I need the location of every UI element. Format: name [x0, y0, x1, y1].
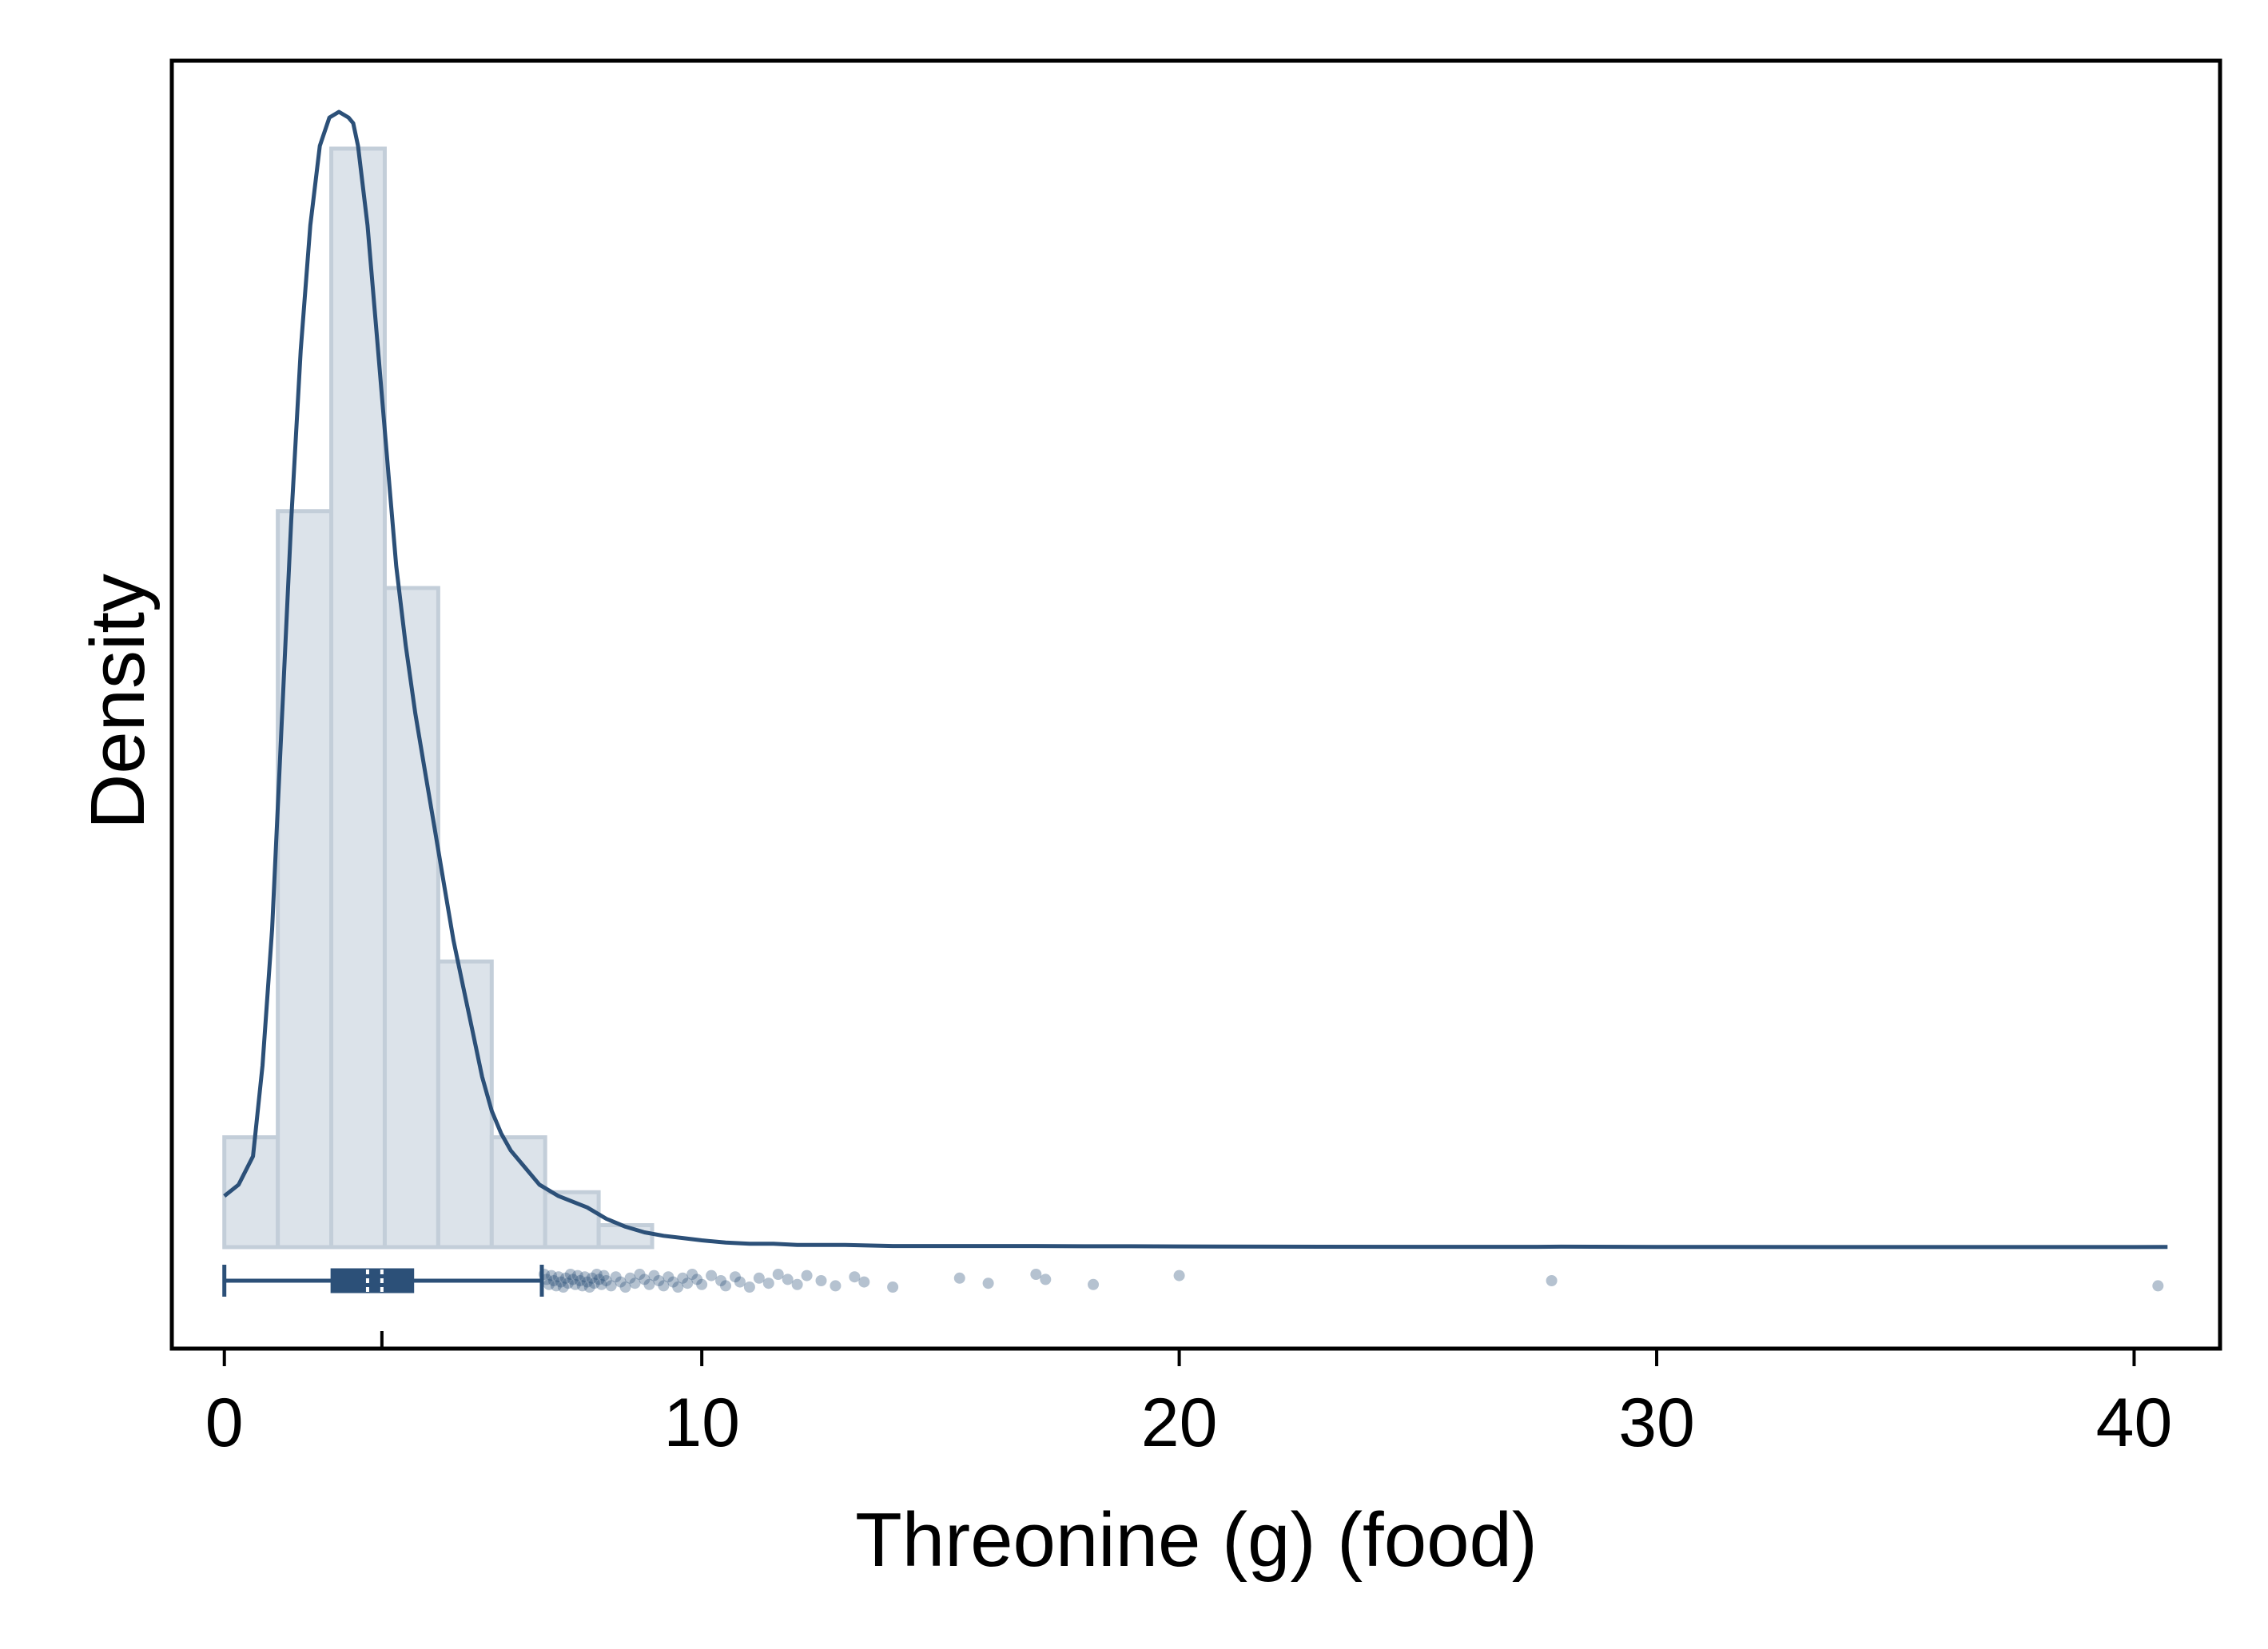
outlier-point — [1546, 1275, 1558, 1286]
outlier-point — [1173, 1270, 1185, 1281]
outlier-point — [801, 1270, 813, 1281]
histogram-bar — [276, 509, 334, 1250]
outlier-point — [682, 1277, 694, 1289]
outlier-point — [720, 1280, 732, 1292]
outlier-point — [791, 1278, 803, 1290]
outlier-point — [729, 1271, 741, 1283]
outlier-point — [550, 1280, 562, 1292]
x-tick-label: 10 — [663, 1385, 740, 1461]
outlier-point — [562, 1277, 574, 1289]
outlier-point — [686, 1269, 698, 1280]
outlier-point — [782, 1274, 794, 1285]
outlier-point — [540, 1274, 552, 1285]
outlier-point — [734, 1276, 746, 1288]
boxplot-group — [222, 1265, 2164, 1349]
outlier-point — [605, 1280, 617, 1292]
outlier-point — [672, 1281, 684, 1293]
outlier-point — [598, 1270, 610, 1281]
outlier-point — [586, 1272, 598, 1284]
x-axis-title: Threonine (g) (food) — [855, 1497, 1538, 1583]
outlier-point — [1088, 1278, 1100, 1290]
outlier-point — [634, 1269, 646, 1280]
outlier-point — [715, 1275, 727, 1286]
boxplot-box — [330, 1268, 415, 1293]
outlier-point — [653, 1275, 665, 1286]
x-tick-label: 30 — [1618, 1385, 1695, 1461]
outlier-point — [629, 1277, 641, 1289]
outlier-point — [624, 1272, 636, 1284]
x-tick-label: 0 — [205, 1385, 244, 1461]
outlier-point — [772, 1269, 784, 1280]
outlier-point — [762, 1277, 774, 1289]
plot-frame — [169, 58, 2222, 1351]
outlier-point — [569, 1278, 581, 1290]
outlier-point — [545, 1270, 557, 1281]
outlier-point — [593, 1274, 605, 1285]
outlier-point — [1040, 1274, 1052, 1285]
outlier-point — [574, 1275, 586, 1286]
outlier-point — [591, 1269, 603, 1280]
outlier-point — [677, 1272, 689, 1284]
outlier-point — [581, 1276, 593, 1288]
outlier-point — [982, 1277, 994, 1289]
outlier-point — [539, 1269, 550, 1280]
outlier-point — [887, 1281, 899, 1293]
outlier-point — [547, 1275, 559, 1286]
histogram-bar — [436, 960, 494, 1250]
outlier-point — [706, 1270, 718, 1281]
outlier-point — [648, 1270, 660, 1281]
outlier-point — [662, 1271, 674, 1283]
histogram-bar — [489, 1135, 547, 1250]
outlier-point — [639, 1274, 651, 1285]
outlier-point — [667, 1276, 679, 1288]
outlier-point — [2152, 1280, 2164, 1292]
outlier-point — [830, 1280, 842, 1292]
outlier-point — [555, 1276, 567, 1288]
outlier-point — [743, 1281, 755, 1293]
outlier-point — [615, 1276, 627, 1288]
histogram-bar — [382, 586, 440, 1250]
density-curve — [223, 109, 2168, 1250]
outlier-point — [753, 1272, 765, 1284]
outlier-point — [588, 1277, 600, 1289]
outlier-point — [579, 1271, 591, 1283]
outlier-point — [543, 1278, 555, 1290]
x-tick-label: 20 — [1141, 1385, 1218, 1461]
outlier-point — [1030, 1269, 1042, 1280]
outlier-point — [691, 1274, 703, 1285]
outlier-point — [564, 1269, 576, 1280]
outlier-point — [571, 1270, 583, 1281]
outlier-point — [610, 1271, 622, 1283]
outlier-point — [583, 1281, 595, 1293]
density-curve-group — [223, 109, 2168, 1250]
outlier-point — [849, 1271, 861, 1283]
outlier-point — [658, 1280, 670, 1292]
histogram-bar — [222, 1135, 281, 1250]
y-axis-title: Density — [75, 574, 161, 829]
outlier-point — [559, 1272, 571, 1284]
outlier-point — [576, 1280, 588, 1292]
outlier-point — [600, 1275, 612, 1286]
x-axis-ticks: 0 10 20 30 40 — [205, 1349, 2173, 1461]
x-tick-label: 40 — [2096, 1385, 2173, 1461]
outlier-point — [557, 1281, 569, 1293]
outlier-point — [552, 1271, 564, 1283]
outlier-point — [595, 1278, 607, 1290]
outlier-point — [696, 1278, 708, 1290]
outlier-point — [858, 1276, 870, 1288]
outlier-point — [643, 1278, 655, 1290]
outlier-point — [619, 1281, 631, 1293]
outlier-point — [953, 1272, 965, 1284]
outlier-point — [567, 1274, 579, 1285]
outlier-point — [815, 1275, 827, 1286]
